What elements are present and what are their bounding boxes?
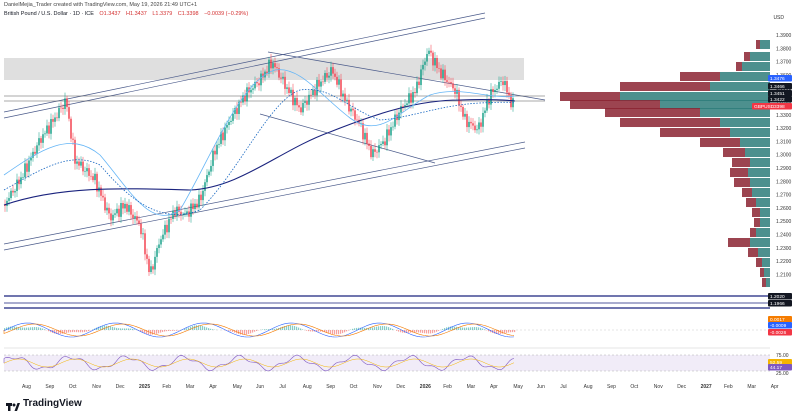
time-axis-label: Dec [116,384,125,390]
price-axis-label: 1.2800 [776,179,792,185]
svg-text:GBPUSD: GBPUSD [754,104,775,110]
time-axis-label: Mar [186,384,195,390]
tradingview-logo-icon [6,399,20,409]
svg-text:1.3422: 1.3422 [770,97,785,103]
moving-averages [4,70,515,216]
rsi-value-tag: 44.17 [768,364,792,371]
time-axis-label: Jul [279,384,285,390]
macd-value-tag: -0.0026 [768,329,792,336]
time-axis-label: Feb [162,384,171,390]
svg-text:1.3466: 1.3466 [770,84,785,90]
price-axis-label: 1.2300 [776,246,792,252]
time-axis-label: Sep [326,384,335,390]
time-axis-label: Apr [771,384,779,390]
time-axis-label: Sep [45,384,54,390]
time-axis-label: Sep [607,384,616,390]
time-axis-label: Mar [747,384,756,390]
time-axis[interactable]: Aug Sep Oct Nov Dec 2025 Feb Mar Apr May Jun Jul Aug… [22,384,779,390]
time-axis-label: 2026 [420,384,431,390]
time-axis-label: Apr [490,384,498,390]
price-axis-label: 1.3200 [776,126,792,132]
time-axis-label: Oct [630,384,638,390]
time-axis-label: 2027 [701,384,712,390]
price-tag: 1.3422 [768,96,792,103]
price-axis-label: 1.2500 [776,219,792,225]
price-axis-label: 1.2100 [776,272,792,278]
time-axis-label: Nov [654,384,663,390]
price-axis-label: 1.2900 [776,166,792,172]
rsi-level-label: 25.00 [776,371,789,377]
price-axis-label: 1.3000 [776,153,792,159]
price-axis-label: 1.2700 [776,193,792,199]
price-tag: GBPUSD [752,103,775,110]
svg-text:1.1966: 1.1966 [770,301,785,307]
pane2-value-tag: 1.1966 [768,300,792,307]
price-axis-label: 1.3300 [776,113,792,119]
time-axis-label: Dec [677,384,686,390]
svg-text:1.2020: 1.2020 [770,294,785,300]
trendlines [4,13,545,250]
price-axis-label: 1.3700 [776,60,792,66]
time-axis-label: Apr [209,384,217,390]
svg-text:-0.0009: -0.0009 [770,323,787,329]
time-axis-label: Jun [537,384,545,390]
svg-text:1.3476: 1.3476 [770,76,785,82]
time-axis-label: Nov [373,384,382,390]
price-axis-label: 1.3900 [776,33,792,39]
volume-profile [560,40,770,287]
time-axis-label: Mar [467,384,476,390]
time-axis-label: Feb [443,384,452,390]
time-axis-label: Jun [256,384,264,390]
price-axis-label: 1.3100 [776,139,792,145]
time-axis-label: Dec [396,384,405,390]
price-tag: 1.3466 [768,83,792,90]
time-axis-label: Feb [724,384,733,390]
time-axis-label: Aug [22,384,31,390]
price-axis-label: 1.2600 [776,206,792,212]
price-tag: 1.3476 [768,75,792,82]
time-axis-label: May [233,384,243,390]
price-axis-label: 1.2200 [776,259,792,265]
time-axis-label: 2025 [139,384,150,390]
macd-value-tag: -0.0009 [768,322,792,329]
tradingview-logo: TradingView [6,398,82,409]
time-axis-label: Oct [350,384,358,390]
rsi-pane [4,355,770,371]
svg-text:44.17: 44.17 [770,365,782,371]
rsi-level-label: 75.00 [776,353,789,359]
price-tag: 1.3451 [768,90,792,97]
time-axis-label: Nov [92,384,101,390]
macd-value-tag: 0.0017 [768,316,792,323]
time-axis-label: Oct [69,384,77,390]
time-axis-label: May [513,384,523,390]
time-axis-label: Aug [303,384,312,390]
time-axis-label: Aug [584,384,593,390]
pane2-value-tag: 1.2020 [768,293,792,300]
resistance-zone [4,58,524,80]
price-axis-label: 1.3800 [776,46,792,52]
price-axis-label: 1.2400 [776,233,792,239]
svg-text:-0.0026: -0.0026 [770,330,787,336]
macd-pane [4,323,770,337]
tradingview-logo-text: TradingView [23,398,82,409]
time-axis-label: Jul [560,384,566,390]
